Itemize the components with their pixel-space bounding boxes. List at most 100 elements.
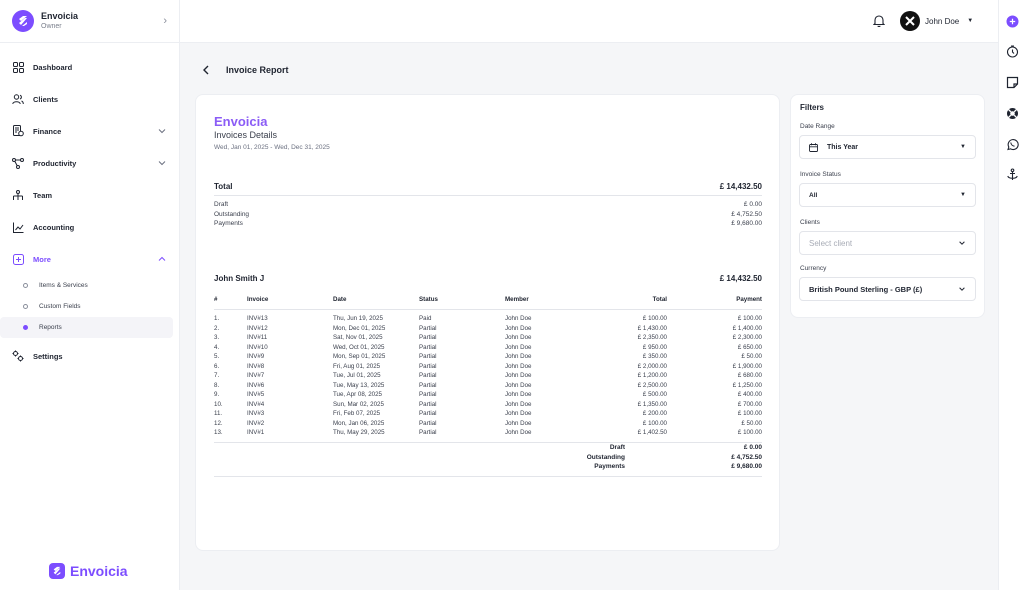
table-row[interactable]: 7. INV#7 Tue, Jul 01, 2025 Partial John Doe £… <box>214 371 762 381</box>
sidebar-subitem-custom-fields[interactable]: Custom Fields <box>0 296 173 317</box>
sidebar-item-finance[interactable]: Finance <box>0 115 179 147</box>
table-row[interactable]: 12. INV#2 Mon, Jan 06, 2025 Partial John Doe… <box>214 419 762 429</box>
date-range-select[interactable]: This Year ▼ <box>799 135 976 159</box>
sidebar-item-team[interactable]: Team <box>0 179 179 211</box>
filters-panel: Filters Date Range This Year ▼ Invoice S… <box>790 94 985 318</box>
invoice-payment: £ 1,250.00 <box>732 381 762 389</box>
invoice-payment: £ 650.00 <box>737 343 762 351</box>
totals-row: Draft £ 0.00 <box>214 444 762 451</box>
table-row[interactable]: 9. INV#5 Tue, Apr 08, 2025 Partial John Doe £… <box>214 390 762 400</box>
row-number: 2. <box>214 324 220 332</box>
column-header: Payment <box>736 296 762 303</box>
sidebar-item-more[interactable]: More <box>0 243 179 275</box>
user-menu[interactable]: John Doe ▼ <box>900 11 973 31</box>
invoice-payment: £ 100.00 <box>737 315 762 322</box>
lifebuoy-icon[interactable] <box>1005 106 1019 120</box>
invoice-number: INV#5 <box>247 391 265 398</box>
row-number: 9. <box>214 391 220 398</box>
caret-down-icon: ▼ <box>967 18 974 24</box>
row-number: 7. <box>214 372 220 379</box>
invoice-status-select[interactable]: All ▼ <box>799 183 976 207</box>
totals-row: Payments £ 9,680.00 <box>214 463 762 470</box>
invoice-payment: £ 400.00 <box>737 391 762 398</box>
totals-label: Outstanding <box>586 453 625 461</box>
note-icon[interactable] <box>1005 75 1019 89</box>
sidebar-item-label: Dashboard <box>33 62 73 72</box>
invoice-member: John Doe <box>505 419 532 427</box>
invoice-status: Partial <box>419 334 437 341</box>
column-header: # <box>214 296 218 303</box>
row-number: 10. <box>214 400 223 408</box>
table-row[interactable]: 11. INV#3 Fri, Feb 07, 2025 Partial John Doe… <box>214 409 762 419</box>
footer-brand-name: Envoicia <box>70 563 128 579</box>
invoice-payment: £ 1,900.00 <box>732 362 762 370</box>
sidebar-item-clients[interactable]: Clients <box>0 83 179 115</box>
invoice-status: Partial <box>419 362 437 370</box>
summary-row: Draft £ 0.00 <box>214 201 762 208</box>
invoice-payment: £ 50.00 <box>741 353 762 360</box>
invoice-member: John Doe <box>505 372 532 379</box>
summary-total-row: Total £ 14,432.50 <box>214 182 762 191</box>
accounting-icon <box>12 221 24 233</box>
column-header: Total <box>652 296 667 303</box>
anchor-icon[interactable] <box>1005 167 1019 181</box>
table-row[interactable]: 2. INV#12 Mon, Dec 01, 2025 Partial John Doe… <box>214 324 762 334</box>
user-name: John Doe <box>925 16 960 26</box>
sidebar-item-label: Productivity <box>33 158 77 168</box>
plus-icon[interactable] <box>1005 14 1019 28</box>
chevron-down-icon <box>158 161 166 166</box>
sidebar-subitem-reports[interactable]: Reports <box>0 317 173 338</box>
sidebar-item-accounting[interactable]: Accounting <box>0 211 179 243</box>
table-row[interactable]: 8. INV#6 Tue, May 13, 2025 Partial John Doe £… <box>214 381 762 391</box>
totals-row: Outstanding £ 4,752.50 <box>214 454 762 461</box>
invoice-number: INV#10 <box>247 343 268 351</box>
summary-value: £ 9,680.00 <box>731 220 762 227</box>
whatsapp-icon[interactable] <box>1005 137 1019 151</box>
table-row[interactable]: 3. INV#11 Sat, Nov 01, 2025 Partial John Doe… <box>214 333 762 343</box>
clients-label: Clients <box>800 219 820 226</box>
footer-brand: Envoicia <box>49 563 128 579</box>
invoice-date: Mon, Jan 06, 2025 <box>333 419 385 427</box>
chevron-down-icon <box>158 129 166 134</box>
table-row[interactable]: 1. INV#13 Thu, Jun 19, 2025 Paid John Doe £ 1… <box>214 314 762 324</box>
invoice-member: John Doe <box>505 362 532 370</box>
sidebar-subitem-items-services[interactable]: Items & Services <box>0 275 173 296</box>
divider <box>214 309 762 310</box>
table-row[interactable]: 10. INV#4 Sun, Mar 02, 2025 Partial John Doe… <box>214 400 762 410</box>
invoice-status: Partial <box>419 324 437 332</box>
bell-icon[interactable] <box>873 14 885 27</box>
summary-label: Draft <box>214 201 229 208</box>
currency-select[interactable]: British Pound Sterling - GBP (£) <box>799 277 976 301</box>
productivity-icon <box>12 157 24 169</box>
totals-value: £ 9,680.00 <box>731 463 762 470</box>
invoice-payment: £ 50.00 <box>741 419 762 427</box>
table-row[interactable]: 5. INV#9 Mon, Sep 01, 2025 Partial John Doe £… <box>214 352 762 362</box>
table-row[interactable]: 6. INV#8 Fri, Aug 01, 2025 Partial John Doe £… <box>214 362 762 372</box>
invoice-date: Wed, Oct 01, 2025 <box>333 343 385 351</box>
table-row[interactable]: 4. INV#10 Wed, Oct 01, 2025 Partial John Doe… <box>214 343 762 353</box>
sidebar-item-label: Accounting <box>33 222 75 232</box>
table-row[interactable]: 13. INV#1 Thu, May 29, 2025 Partial John Doe… <box>214 428 762 438</box>
invoice-date: Tue, Apr 08, 2025 <box>333 391 382 398</box>
sidebar-subitem-label: Custom Fields <box>39 303 81 310</box>
sidebar-item-productivity[interactable]: Productivity <box>0 147 179 179</box>
sidebar-item-settings[interactable]: Settings <box>0 340 179 372</box>
invoice-date: Thu, May 29, 2025 <box>333 429 385 436</box>
column-header: Invoice <box>247 296 269 303</box>
page-title: Invoice Report <box>226 65 289 75</box>
summary-value: £ 4,752.50 <box>731 210 762 218</box>
invoice-payment: £ 100.00 <box>737 429 762 436</box>
date-range-label: Date Range <box>800 123 835 130</box>
table-body: 1. INV#13 Thu, Jun 19, 2025 Paid John Doe £ 1… <box>214 314 762 438</box>
back-arrow-icon[interactable] <box>200 64 212 76</box>
client-total: £ 14,432.50 <box>719 274 762 283</box>
row-number: 13. <box>214 429 223 436</box>
timer-icon[interactable] <box>1005 44 1019 58</box>
sidebar-item-dashboard[interactable]: Dashboard <box>0 51 179 83</box>
invoice-total: £ 2,500.00 <box>637 381 667 389</box>
brand-switcher[interactable]: Envoicia Owner › <box>0 0 179 43</box>
clients-select[interactable]: Select client <box>799 231 976 255</box>
row-number: 12. <box>214 419 223 427</box>
invoice-member: John Doe <box>505 315 532 322</box>
invoice-number: INV#13 <box>247 315 268 322</box>
